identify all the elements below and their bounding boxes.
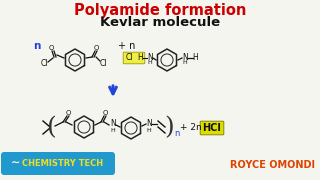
Text: H: H — [137, 53, 143, 62]
Text: O: O — [102, 110, 108, 116]
FancyBboxPatch shape — [123, 52, 145, 64]
Text: H: H — [111, 129, 116, 134]
Text: H: H — [192, 53, 198, 62]
Text: ): ) — [164, 116, 174, 140]
Text: H: H — [148, 60, 152, 66]
Text: H: H — [183, 60, 188, 66]
Text: N: N — [110, 120, 116, 129]
Text: N: N — [182, 53, 188, 62]
Text: + 2n: + 2n — [180, 123, 202, 132]
Text: + n: + n — [118, 41, 135, 51]
Text: ∼: ∼ — [11, 159, 21, 169]
Text: O: O — [93, 45, 99, 51]
Text: CHEMISTRY TECH: CHEMISTRY TECH — [22, 159, 104, 168]
Text: N: N — [147, 53, 153, 62]
Text: n: n — [33, 41, 40, 51]
FancyBboxPatch shape — [200, 121, 224, 135]
Text: N: N — [146, 118, 152, 127]
Text: Polyamide formation: Polyamide formation — [74, 3, 246, 19]
Text: (: ( — [47, 116, 57, 140]
Text: O: O — [65, 110, 71, 116]
Text: Cl: Cl — [40, 58, 48, 68]
Text: Cl: Cl — [125, 53, 133, 62]
Text: O: O — [48, 45, 54, 51]
FancyBboxPatch shape — [1, 152, 115, 175]
Text: ROYCE OMONDI: ROYCE OMONDI — [229, 160, 315, 170]
Text: H: H — [147, 127, 151, 132]
Text: Cl: Cl — [99, 58, 107, 68]
Text: HCl: HCl — [203, 123, 221, 133]
Text: Kevlar molecule: Kevlar molecule — [100, 17, 220, 30]
Text: n: n — [174, 129, 180, 138]
